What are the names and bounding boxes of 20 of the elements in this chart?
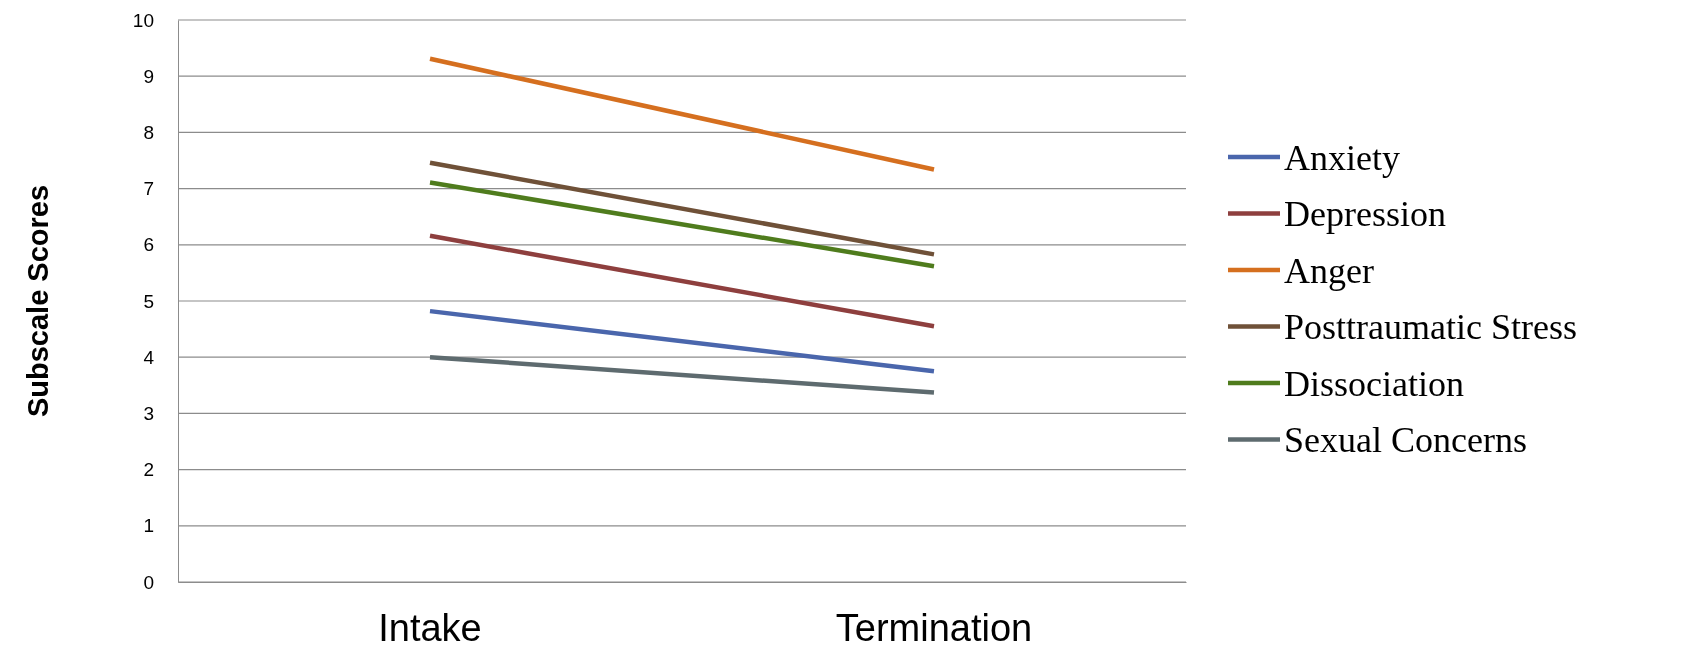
- legend-label: Dissociation: [1284, 363, 1464, 404]
- x-tick-label: Intake: [378, 606, 482, 649]
- y-tick-label: 4: [143, 346, 155, 368]
- y-tick-label: 10: [132, 9, 154, 31]
- x-tick-label: Termination: [835, 606, 1033, 649]
- y-tick-label: 3: [143, 402, 154, 424]
- y-tick-label: 1: [143, 515, 154, 537]
- y-tick-label: 9: [143, 65, 154, 87]
- y-tick-label: 0: [143, 571, 154, 593]
- legend-label: Anger: [1284, 250, 1374, 291]
- y-tick-label: 5: [143, 290, 154, 312]
- y-tick-label: 7: [143, 178, 154, 200]
- legend-label: Sexual Concerns: [1284, 420, 1527, 461]
- y-tick-label: 2: [143, 459, 154, 481]
- y-tick-label: 8: [143, 121, 154, 143]
- legend-label: Posttraumatic Stress: [1284, 307, 1577, 348]
- y-tick-label: 6: [143, 234, 154, 256]
- y-axis-title: Subscale Scores: [22, 184, 54, 418]
- legend-label: Anxiety: [1284, 137, 1400, 178]
- legend-label: Depression: [1284, 194, 1446, 235]
